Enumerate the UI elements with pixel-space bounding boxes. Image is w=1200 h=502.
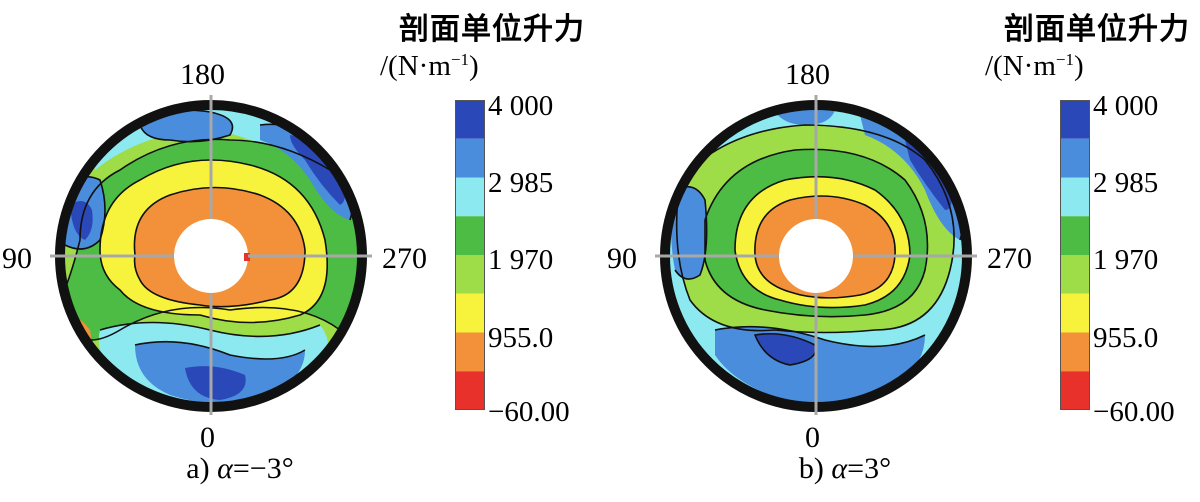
caption-value: =−3°: [232, 452, 294, 485]
caption-b: b) α=3°: [605, 452, 1085, 486]
legend-unit-main: /(N·m: [380, 50, 451, 82]
caption-a: a) α=−3°: [0, 452, 480, 486]
caption-prefix: a): [186, 452, 210, 485]
caption-alpha: α: [217, 452, 233, 485]
legend-unit-exponent: −1: [450, 50, 469, 69]
colorbar-tick-2985: 2 985: [1093, 167, 1159, 199]
colorbar-tick-4000: 4 000: [1093, 90, 1159, 122]
colorbar-tick-4000: 4 000: [488, 90, 554, 122]
angle-label-0: 0: [805, 421, 820, 454]
angle-label-90: 90: [2, 242, 32, 275]
caption-prefix: b): [798, 452, 824, 485]
angle-label-180: 180: [180, 58, 225, 91]
angle-label-270: 270: [382, 242, 427, 275]
colorbar-tick-1970: 1 970: [488, 244, 554, 276]
panel-a: 180 90 270 0 剖面单位升力 /(N·m−1) 4 000 2 985…: [0, 12, 585, 486]
colorbar-a: [455, 100, 485, 410]
angle-label-180: 180: [785, 58, 830, 91]
colorbar-tick-955: 955.0: [488, 322, 554, 354]
caption-alpha: α: [831, 452, 848, 485]
legend-unit-close: ): [468, 50, 479, 82]
angle-label-0: 0: [200, 421, 215, 454]
legend-title: 剖面单位升力: [399, 12, 585, 47]
legend-unit: /(N·m−1): [380, 50, 580, 83]
colorbar-tick-955: 955.0: [1093, 322, 1159, 354]
legend-unit-exponent: −1: [1055, 50, 1074, 69]
legend-unit: /(N·m−1): [985, 50, 1185, 83]
legend-unit-main: /(N·m: [985, 50, 1056, 82]
legend-title: 剖面单位升力: [1004, 12, 1190, 47]
angle-label-270: 270: [987, 242, 1032, 275]
panel-b: 180 90 270 0 剖面单位升力 /(N·m−1) 4 000 2 985…: [605, 0, 1200, 502]
colorbar-tick-neg60: −60.00: [488, 396, 570, 428]
angle-label-90: 90: [607, 242, 637, 275]
colorbar-tick-2985: 2 985: [488, 167, 554, 199]
colorbar-tick-neg60: −60.00: [1093, 396, 1175, 428]
colorbar-b: [1060, 100, 1090, 410]
legend-unit-close: ): [1073, 50, 1084, 82]
caption-value: =3°: [847, 452, 892, 485]
contour-disk-b: [655, 95, 977, 415]
contour-disk-a: [50, 95, 372, 415]
colorbar-tick-1970: 1 970: [1093, 244, 1159, 276]
